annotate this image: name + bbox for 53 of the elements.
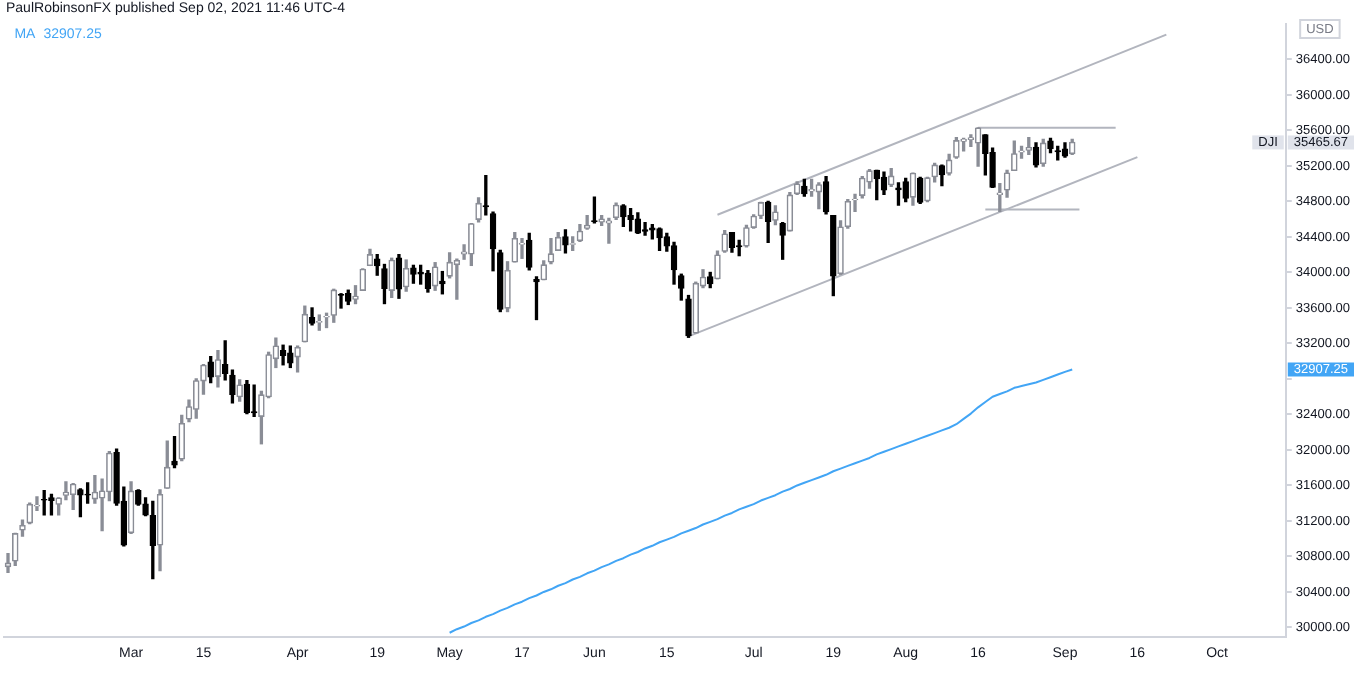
candlestick [366, 248, 374, 267]
candlestick [156, 489, 164, 572]
candlestick [562, 229, 569, 254]
candlestick [1032, 142, 1040, 168]
candlestick [887, 167, 895, 188]
candlestick [576, 223, 584, 243]
candlestick [801, 178, 808, 197]
candlestick [822, 175, 830, 215]
candlestick [250, 384, 258, 417]
candlestick [337, 293, 345, 309]
candlestick [171, 435, 178, 469]
candlestick [1068, 138, 1076, 156]
candlestick [1039, 138, 1047, 167]
candlestick [518, 238, 526, 259]
candlestick [236, 379, 243, 402]
candlestick [620, 204, 627, 227]
candlestick [540, 260, 547, 281]
candlestick [916, 176, 924, 204]
candlestick [1061, 142, 1069, 158]
candlestick [525, 232, 533, 271]
candlestick [468, 223, 475, 267]
candlestick [308, 307, 316, 326]
candlestick [649, 223, 656, 240]
candlestick [424, 270, 432, 293]
candlestick [830, 215, 837, 297]
candlestick [1025, 136, 1033, 156]
candlestick [77, 488, 84, 518]
candlestick [974, 127, 982, 167]
candlestick [388, 257, 395, 298]
candlestick [330, 288, 338, 323]
candlestick [547, 238, 555, 265]
candlestick [706, 271, 714, 289]
candlestick [164, 440, 171, 489]
candlestick [880, 171, 888, 196]
candlestick [69, 483, 77, 511]
candlestick [793, 181, 801, 196]
candlestick [815, 182, 823, 210]
candlestick [728, 231, 736, 253]
candlestick [395, 254, 403, 299]
candlestick [656, 227, 663, 251]
candlestick [301, 305, 309, 343]
candlestick [909, 172, 917, 206]
candlestick [634, 212, 642, 235]
candlestick [938, 164, 946, 187]
candlestick [243, 380, 251, 415]
candlestick [873, 169, 880, 201]
candlestick [127, 481, 135, 535]
candlestick [207, 356, 214, 384]
candlestick [475, 197, 482, 223]
candlestick [214, 349, 222, 388]
candlestick [431, 262, 439, 291]
candlestick [714, 250, 721, 280]
candlestick [670, 241, 678, 285]
